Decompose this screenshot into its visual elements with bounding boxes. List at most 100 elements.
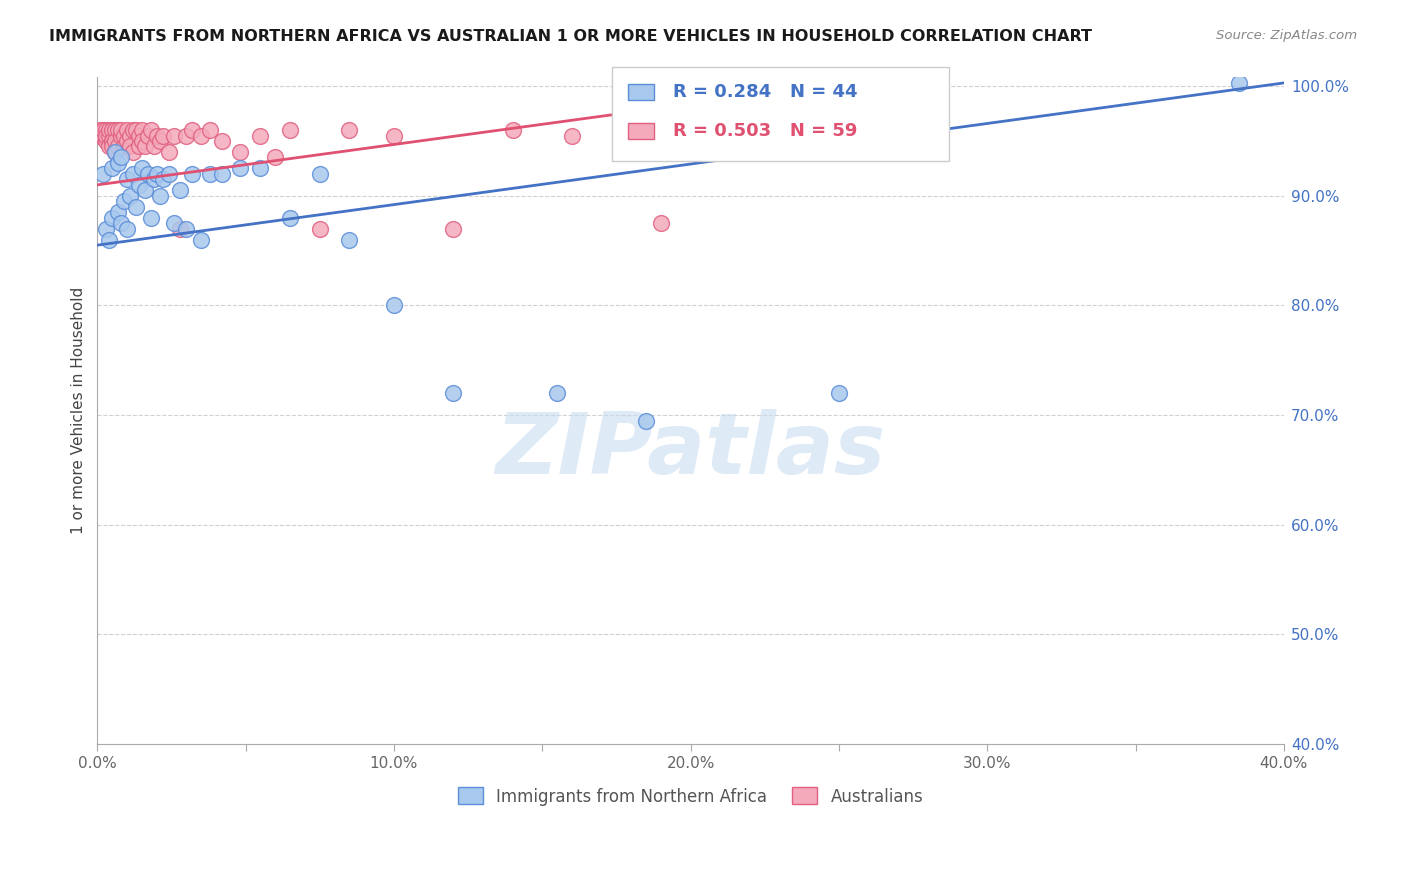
Point [308,167,330,181]
Point [163,216,186,230]
Point [339,123,361,137]
Point [382,298,405,312]
Point [198,167,221,181]
Point [110,216,132,230]
Point [308,221,330,235]
Point [101,123,124,137]
Point [211,167,233,181]
Point [89,128,111,143]
Point [96,221,118,235]
Point [98,139,121,153]
Point [115,134,138,148]
Point [181,167,204,181]
Point [96,134,118,148]
Point [190,233,212,247]
Point [249,128,271,143]
Point [157,167,180,181]
Point [122,123,145,137]
Point [104,145,127,159]
Point [249,161,271,176]
Point [502,123,524,137]
Point [441,221,464,235]
Point [152,172,174,186]
Text: Source: ZipAtlas.com: Source: ZipAtlas.com [1216,29,1357,43]
Point [163,128,186,143]
Point [139,123,162,137]
Point [118,128,141,143]
Point [122,145,145,159]
Point [107,205,129,219]
Point [181,123,204,137]
Point [98,123,121,137]
Y-axis label: 1 or more Vehicles in Household: 1 or more Vehicles in Household [72,287,86,534]
Point [145,167,167,181]
Point [139,211,162,225]
Point [134,183,156,197]
Point [128,178,150,192]
Point [157,145,180,159]
Point [128,128,150,143]
Point [131,161,153,176]
Point [107,139,129,153]
Point [125,123,148,137]
Point [101,139,124,153]
Point [149,189,172,203]
Point [110,128,132,143]
Point [546,386,568,401]
Point [98,128,121,143]
Point [104,145,127,159]
Point [828,386,851,401]
Point [264,151,287,165]
Point [229,161,252,176]
Point [115,123,138,137]
Point [112,194,135,209]
Point [96,123,118,137]
Point [636,413,658,427]
Point [142,172,165,186]
Point [176,221,198,235]
Point [145,128,167,143]
Point [91,167,114,181]
Point [112,128,135,143]
Text: IMMIGRANTS FROM NORTHERN AFRICA VS AUSTRALIAN 1 OR MORE VEHICLES IN HOUSEHOLD CO: IMMIGRANTS FROM NORTHERN AFRICA VS AUSTR… [49,29,1092,45]
Point [169,221,191,235]
Point [441,386,464,401]
Point [115,172,138,186]
Text: R = 0.503   N = 59: R = 0.503 N = 59 [673,122,858,140]
Point [211,134,233,148]
Point [96,128,118,143]
Point [101,134,124,148]
Point [104,123,127,137]
Point [118,139,141,153]
Point [136,167,159,181]
Point [101,211,124,225]
Point [101,161,124,176]
Point [131,134,153,148]
Point [278,211,301,225]
Point [131,123,153,137]
Point [152,128,174,143]
Point [561,128,583,143]
Point [125,200,148,214]
Point [115,221,138,235]
Point [149,134,172,148]
Point [650,216,672,230]
Legend: Immigrants from Northern Africa, Australians: Immigrants from Northern Africa, Austral… [451,780,929,813]
Text: ZIPatlas: ZIPatlas [495,409,886,492]
Point [142,139,165,153]
Point [190,128,212,143]
Point [89,123,111,137]
Point [278,123,301,137]
Point [128,139,150,153]
Point [169,183,191,197]
Text: R = 0.284   N = 44: R = 0.284 N = 44 [673,83,858,101]
Point [136,128,159,143]
Point [91,123,114,137]
Point [104,134,127,148]
Point [122,167,145,181]
Point [98,233,121,247]
Point [107,123,129,137]
Point [198,123,221,137]
Point [112,139,135,153]
Point [1227,76,1250,90]
